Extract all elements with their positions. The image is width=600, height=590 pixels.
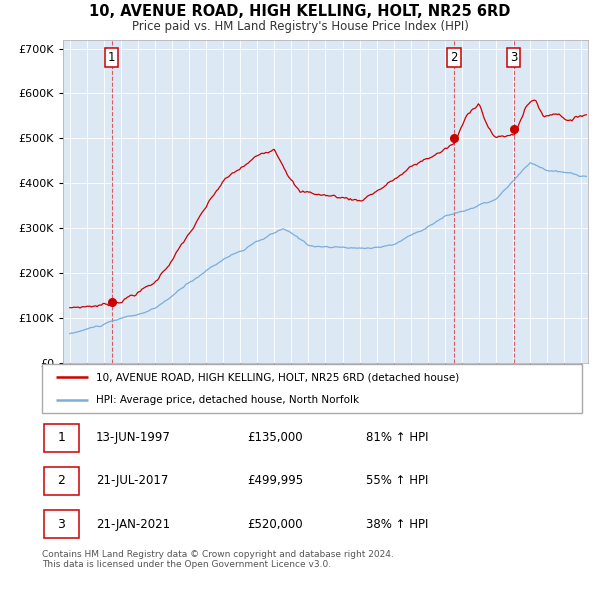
FancyBboxPatch shape [44,510,79,538]
FancyBboxPatch shape [44,467,79,495]
Text: 3: 3 [57,517,65,530]
Text: 3: 3 [510,51,518,64]
Text: 55% ↑ HPI: 55% ↑ HPI [366,474,428,487]
Text: £135,000: £135,000 [247,431,303,444]
Text: 10, AVENUE ROAD, HIGH KELLING, HOLT, NR25 6RD: 10, AVENUE ROAD, HIGH KELLING, HOLT, NR2… [89,4,511,19]
Text: 13-JUN-1997: 13-JUN-1997 [96,431,171,444]
Text: Price paid vs. HM Land Registry's House Price Index (HPI): Price paid vs. HM Land Registry's House … [131,20,469,33]
Text: 2: 2 [57,474,65,487]
Text: 2: 2 [451,51,458,64]
Text: 1: 1 [57,431,65,444]
Text: £520,000: £520,000 [247,517,303,530]
Text: 38% ↑ HPI: 38% ↑ HPI [366,517,428,530]
Text: 81% ↑ HPI: 81% ↑ HPI [366,431,428,444]
Text: HPI: Average price, detached house, North Norfolk: HPI: Average price, detached house, Nort… [96,395,359,405]
Text: Contains HM Land Registry data © Crown copyright and database right 2024.
This d: Contains HM Land Registry data © Crown c… [42,550,394,569]
Text: £499,995: £499,995 [247,474,304,487]
Text: 1: 1 [108,51,115,64]
FancyBboxPatch shape [42,364,582,413]
Text: 10, AVENUE ROAD, HIGH KELLING, HOLT, NR25 6RD (detached house): 10, AVENUE ROAD, HIGH KELLING, HOLT, NR2… [96,372,459,382]
Text: 21-JAN-2021: 21-JAN-2021 [96,517,170,530]
Text: 21-JUL-2017: 21-JUL-2017 [96,474,169,487]
FancyBboxPatch shape [44,424,79,452]
